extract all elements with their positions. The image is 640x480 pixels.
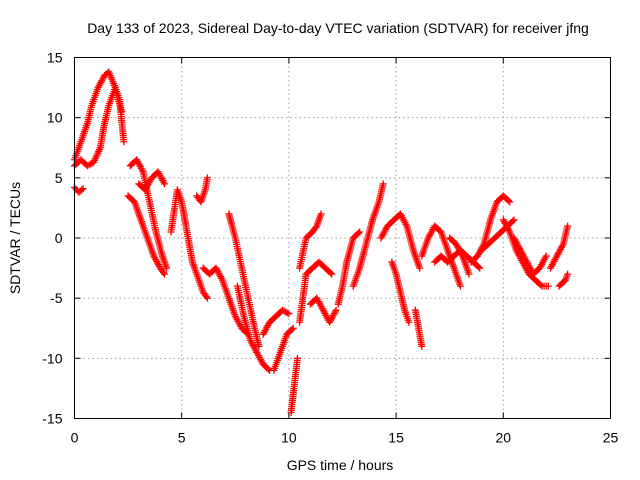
chart-title: Day 133 of 2023, Sidereal Day-to-day VTE… [87, 20, 589, 36]
y-axis-tick-labels: -15 -10 -5 0 5 10 15 [42, 50, 62, 427]
series-sat-k [233, 282, 274, 374]
data-point [203, 174, 211, 182]
y-tick-label: 15 [47, 50, 63, 66]
series-sat-ae [555, 270, 572, 290]
data-point [416, 264, 424, 272]
data-point [405, 318, 413, 326]
data-point [356, 228, 364, 236]
x-tick-label: 10 [281, 430, 297, 446]
y-tick-label: -15 [42, 411, 62, 427]
x-tick-label: 15 [388, 430, 404, 446]
data-point [203, 294, 211, 302]
data-point [163, 264, 171, 272]
data-point [332, 306, 340, 314]
x-tick-label: 20 [496, 430, 512, 446]
series-sat-b [71, 84, 128, 170]
data-point [255, 342, 263, 350]
data-point [293, 354, 301, 362]
series-sat-ad [546, 222, 572, 272]
series-sat-z [467, 192, 514, 266]
series-sat-f [135, 168, 169, 194]
y-tick-label: 5 [55, 170, 63, 186]
data-point [506, 198, 514, 206]
y-tick-label: 0 [55, 230, 63, 246]
series-sat-d [124, 192, 169, 278]
series-sat-w [418, 222, 464, 290]
data-point [542, 252, 550, 260]
data-points [71, 68, 572, 416]
data-marker [264, 365, 272, 373]
series-sat-m [270, 324, 297, 374]
data-marker [474, 263, 482, 271]
data-point [564, 270, 572, 278]
data-point [456, 282, 464, 290]
series-sat-t [377, 210, 424, 272]
data-marker [283, 309, 291, 317]
series-sat-n [287, 354, 301, 416]
series-sat-l [259, 306, 293, 338]
series-sat-e [126, 156, 171, 272]
data-marker [159, 269, 167, 277]
y-tick-label: 10 [47, 110, 63, 126]
data-point [161, 180, 169, 188]
series-sat-v [411, 306, 426, 350]
x-tick-label: 0 [71, 430, 79, 446]
x-tick-label: 5 [178, 430, 186, 446]
y-axis-label: SDTVAR / TECUs [7, 182, 23, 294]
data-point [544, 282, 552, 290]
x-tick-label: 25 [603, 430, 619, 446]
data-point [564, 222, 572, 230]
data-marker [202, 293, 210, 301]
data-marker [326, 269, 334, 277]
data-point [161, 270, 169, 278]
data-marker [354, 229, 362, 237]
series-sat-o [296, 258, 336, 326]
series-sat-r [334, 228, 364, 308]
series-sat-p [296, 210, 325, 272]
series-sat-s [349, 180, 387, 290]
data-marker [504, 197, 512, 205]
data-point [328, 270, 336, 278]
series-sat-j [225, 210, 263, 350]
series-sat-ac [510, 234, 550, 278]
series-sat-ab [499, 216, 552, 290]
data-point [510, 216, 518, 224]
y-tick-label: -10 [42, 350, 62, 366]
data-marker [312, 223, 320, 231]
data-point [465, 270, 473, 278]
y-tick-label: -5 [50, 290, 63, 306]
series-sat-h [193, 174, 211, 206]
data-point [418, 342, 426, 350]
grid [74, 57, 611, 419]
data-point [79, 185, 87, 193]
series-sat-g [167, 186, 211, 302]
series-sat-u [388, 258, 413, 326]
x-axis-tick-labels: 0 5 10 15 20 25 [71, 430, 619, 446]
data-marker [537, 281, 545, 289]
x-axis-label: GPS time / hours [287, 457, 394, 473]
data-marker [78, 186, 86, 194]
series-sat-i [199, 264, 252, 338]
series-sat-c [71, 183, 87, 196]
data-marker [509, 217, 517, 225]
series-sat-y [446, 234, 473, 278]
series-sat-q [306, 294, 340, 326]
data-point [379, 180, 387, 188]
data-point [120, 138, 128, 146]
data-point [317, 210, 325, 218]
data-point [285, 310, 293, 318]
data-point [476, 264, 484, 272]
data-point [289, 324, 297, 332]
plot-frame [74, 57, 611, 419]
data-marker [288, 325, 296, 333]
